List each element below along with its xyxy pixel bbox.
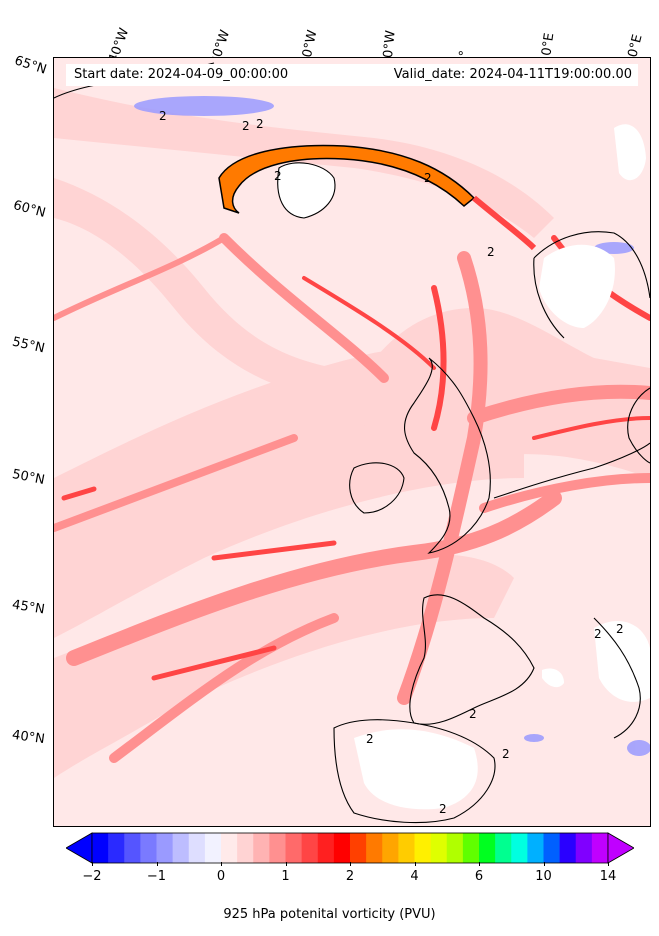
colorbar-tick-label: 1	[281, 869, 290, 884]
date-header: Start date: 2024-04-09_00:00:00 Valid_da…	[66, 64, 638, 86]
colorbar-swatch	[108, 833, 125, 863]
colorbar-swatch	[124, 833, 141, 863]
lat-label-40n: 40°N	[11, 727, 46, 748]
colorbar-swatch	[301, 833, 319, 863]
colorbar-tick-label: −2	[82, 869, 102, 884]
contour-label: 2	[256, 117, 264, 131]
colorbar-swatch	[140, 833, 157, 863]
lat-label-50n: 50°N	[10, 467, 46, 488]
valid-date-label: Valid_date: 2024-04-11T19:00:00.00	[393, 67, 632, 82]
colorbar-swatch	[462, 833, 480, 863]
colorbar-swatch	[382, 833, 399, 863]
contour-label: 2	[616, 622, 624, 636]
colorbar-swatch	[221, 833, 238, 863]
colorbar-swatch	[317, 833, 335, 863]
contour-label: 2	[366, 732, 374, 746]
contour-label: 2	[242, 119, 250, 133]
contour-label: 2	[439, 802, 447, 816]
france-coast	[409, 594, 535, 725]
colorbar-tick-mark	[350, 862, 351, 866]
italy-coast	[593, 617, 641, 739]
scandinavia-coast	[533, 231, 650, 339]
colorbar-swatch	[575, 833, 593, 863]
colorbar-swatch	[591, 833, 609, 863]
masked-terrain	[277, 124, 650, 810]
colorbar-swatch	[156, 833, 174, 863]
start-date-label: Start date: 2024-04-09_00:00:00	[74, 67, 289, 82]
colorbar-swatch	[333, 833, 351, 863]
colorbar-swatches	[65, 832, 635, 864]
colorbar-swatch	[92, 833, 109, 863]
mid-pv-streaks	[54, 233, 650, 763]
colorbar-swatch	[253, 833, 270, 863]
colorbar-swatch	[366, 833, 383, 863]
lat-label-45n: 45°N	[11, 597, 46, 618]
colorbar-swatch	[479, 833, 496, 863]
colorbar-swatch	[350, 833, 367, 863]
colorbar-tick-mark	[543, 862, 545, 866]
colorbar-under-arrow	[65, 832, 93, 864]
contour-label: 2	[594, 627, 602, 641]
contour-label: 2	[469, 707, 477, 721]
lat-label-65n: 65°N	[12, 53, 49, 78]
contour-label: 2	[159, 109, 167, 123]
norway-mask	[614, 124, 646, 181]
colorbar-swatch	[527, 833, 544, 863]
lat-label-55n: 55°N	[10, 334, 47, 357]
alps-mask	[594, 620, 650, 702]
scandinavia-mask	[539, 244, 615, 328]
colorbar-swatch	[188, 833, 206, 863]
colorbar-tick-label: 0	[216, 869, 226, 884]
ireland-coast	[349, 462, 405, 514]
colorbar-swatch	[559, 833, 577, 863]
colorbar-swatch	[204, 833, 222, 863]
iceland-mask	[277, 162, 335, 218]
colorbar-over-arrow	[607, 832, 635, 864]
colorbar-tick-mark	[608, 862, 609, 866]
denmark-coast	[627, 387, 650, 464]
colorbar-label: 925 hPa potenital vorticity (PVU)	[223, 907, 436, 922]
contour-label: 2	[274, 169, 282, 183]
colorbar-tick-label: 4	[410, 869, 419, 884]
peak-pv-band	[218, 144, 537, 251]
colorbar-tick-label: 6	[474, 869, 484, 884]
colorbar-tick-mark	[285, 862, 287, 866]
map-panel[interactable]: 2 2 2 2 2 2 2 2 2 2 2 2 Start date: 2024…	[53, 57, 651, 827]
colorbar-tick-mark	[156, 862, 158, 866]
colorbar-tick-label: 10	[535, 869, 552, 884]
colorbar-tick-mark	[414, 862, 416, 866]
colorbar-swatch	[511, 833, 528, 863]
colorbar-tick-mark	[221, 862, 222, 866]
colorbar-tick-label: 2	[345, 869, 355, 884]
iberia-mask	[354, 729, 478, 810]
colorbar-swatch	[237, 833, 254, 863]
north-europe-coast	[493, 442, 650, 499]
colorbar	[65, 832, 635, 864]
contour-label: 2	[424, 171, 432, 185]
colorbar-swatch	[398, 833, 415, 863]
colorbar-tick-label: 14	[599, 869, 617, 884]
colorbar-swatch	[543, 833, 561, 863]
colorbar-swatch	[414, 833, 432, 863]
iberia-coast	[333, 719, 496, 824]
colorbar-swatch	[495, 833, 512, 863]
contour-label: 2	[502, 747, 510, 761]
colorbar-tick-label: −1	[146, 869, 167, 884]
colorbar-tick-mark	[92, 862, 93, 866]
colorbar-swatch	[269, 833, 286, 863]
contour-label: 2	[487, 245, 495, 259]
colorbar-tick-mark	[479, 862, 480, 866]
pv-map: 2 2 2 2 2 2 2 2 2 2 2 2	[54, 58, 650, 826]
colorbar-swatch	[446, 833, 464, 863]
low-pv-bands	[54, 88, 650, 778]
pyrenees-mask	[542, 668, 564, 688]
lat-label-60n: 60°N	[11, 198, 48, 221]
colorbar-swatch	[430, 833, 448, 863]
contour-labels: 2 2 2 2 2 2 2 2 2 2 2 2	[159, 109, 624, 816]
colorbar-swatch	[172, 833, 190, 863]
colorbar-swatch	[285, 833, 303, 863]
great-britain-coast	[404, 357, 491, 554]
